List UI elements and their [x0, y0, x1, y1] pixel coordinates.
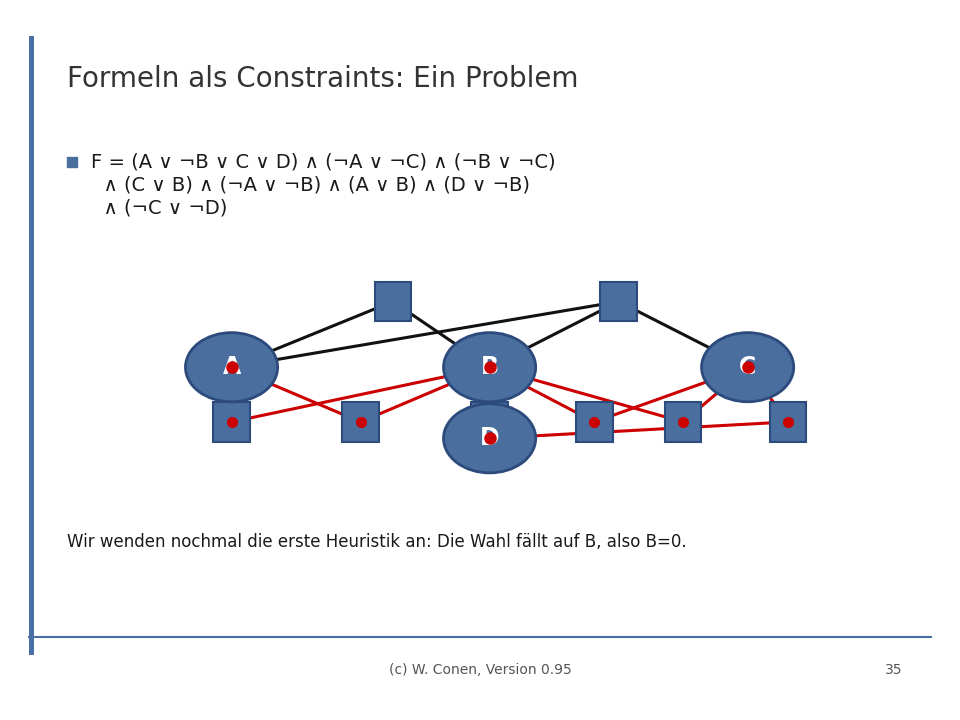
Text: B: B — [481, 355, 498, 379]
Text: ∧ (C ∨ B) ∧ (¬A ∨ ¬B) ∧ (A ∨ B) ∧ (D ∨ ¬B): ∧ (C ∨ B) ∧ (¬A ∨ ¬B) ∧ (A ∨ B) ∧ (D ∨ ¬… — [91, 176, 530, 194]
Text: F = (A ∨ ¬B ∨ C ∨ D) ∧ (¬A ∨ ¬C) ∧ (¬B ∨ ¬C): F = (A ∨ ¬B ∨ C ∨ D) ∧ (¬A ∨ ¬C) ∧ (¬B ∨… — [91, 153, 556, 171]
Text: (c) W. Conen, Version 0.95: (c) W. Conen, Version 0.95 — [389, 662, 571, 677]
Text: Formeln als Constraints: Ein Problem: Formeln als Constraints: Ein Problem — [67, 65, 579, 93]
Text: D: D — [480, 426, 499, 450]
Bar — [343, 402, 379, 441]
Bar — [374, 282, 411, 321]
Circle shape — [702, 333, 794, 402]
Circle shape — [444, 404, 536, 473]
Bar — [576, 402, 612, 441]
Text: C: C — [739, 355, 756, 379]
Text: ∧ (¬C ∨ ¬D): ∧ (¬C ∨ ¬D) — [91, 199, 228, 217]
Circle shape — [444, 333, 536, 402]
Bar — [770, 402, 806, 441]
Bar — [600, 282, 636, 321]
Text: A: A — [223, 355, 241, 379]
Bar — [471, 402, 508, 441]
Bar — [665, 402, 702, 441]
Bar — [29, 36, 34, 655]
Bar — [213, 402, 250, 441]
Text: Wir wenden nochmal die erste Heuristik an: Die Wahl fällt auf B, also B=0.: Wir wenden nochmal die erste Heuristik a… — [67, 533, 686, 551]
Circle shape — [185, 333, 277, 402]
Text: 35: 35 — [885, 662, 902, 677]
